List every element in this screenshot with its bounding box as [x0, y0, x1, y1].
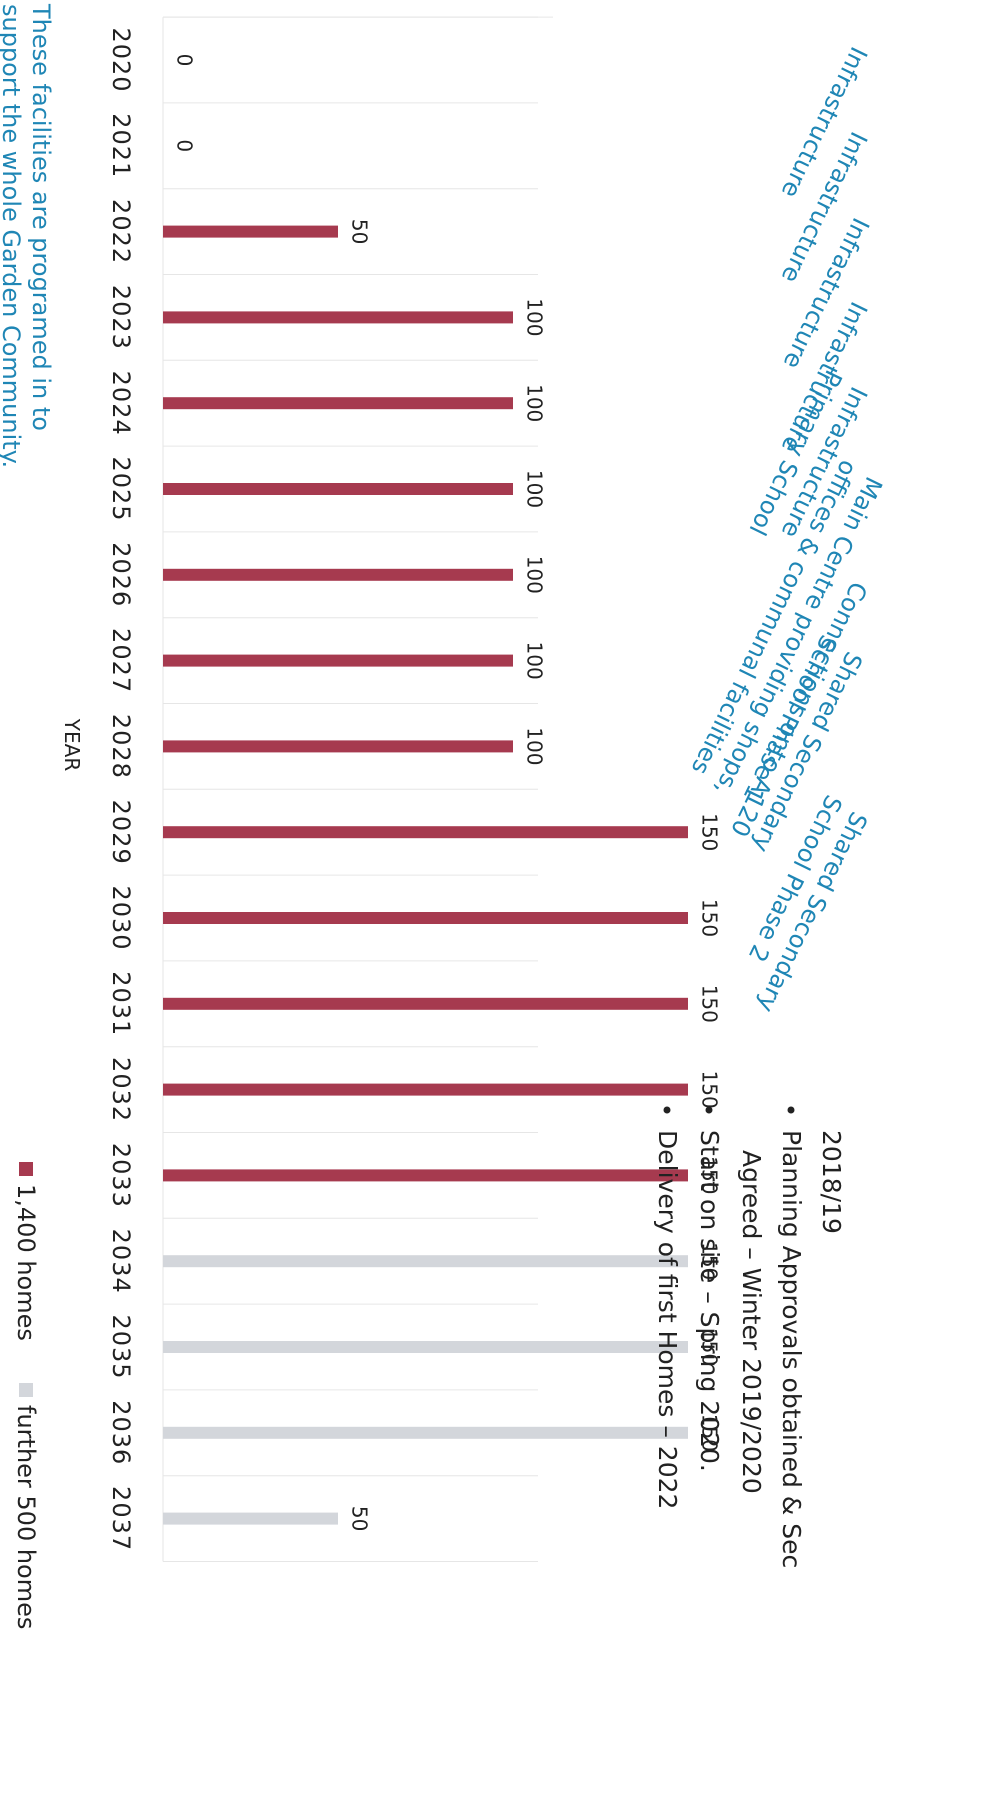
note-line: support the whole Garden Community. [0, 4, 25, 468]
note-line: These facilities are programed in to [27, 3, 55, 431]
bar-2037 [163, 1512, 338, 1525]
facility-annotations: InfrastructureInfrastructureInfrastructu… [686, 42, 888, 1016]
bar-2035 [163, 1341, 688, 1353]
value-label-2020: 0 [173, 54, 197, 67]
value-label-2036: 150 [698, 1414, 722, 1452]
x-tick-label: 2032 [107, 1057, 135, 1122]
legend-swatch [19, 1383, 33, 1397]
x-tick-label: 2036 [107, 1400, 135, 1465]
value-label-2032: 150 [698, 1071, 722, 1109]
x-tick-label: 2025 [107, 456, 135, 521]
x-tick-label: 2021 [107, 113, 135, 178]
value-label-2029: 150 [698, 813, 722, 851]
value-labels: 0 0 50 100 100 100 100 100 100 150 150 150 150 150 150… [173, 54, 722, 1532]
bar-2028 [163, 740, 513, 753]
x-tick-label: 2026 [107, 542, 135, 607]
milestone-item: Agreed – Winter 2019/2020 [737, 1150, 766, 1494]
value-label-2027: 100 [523, 642, 547, 680]
legend-label: further 500 homes [12, 1405, 40, 1629]
value-label-2022: 50 [348, 219, 372, 244]
x-tick-label: 2037 [107, 1486, 135, 1551]
x-tick-label: 2031 [107, 971, 135, 1036]
legend-swatch [19, 1162, 33, 1176]
value-label-2037: 50 [348, 1506, 372, 1531]
bar-2025 [163, 483, 513, 495]
bars [163, 225, 688, 1525]
milestones-heading: 2018/19 [817, 1130, 846, 1234]
milestones-list: 2018/19 Planning Approvals obtained & Se… [653, 1106, 846, 1568]
x-tick-label: 2030 [107, 885, 135, 950]
bar-2027 [163, 654, 513, 667]
x-tick-label: 2033 [107, 1143, 135, 1208]
facilities-note: These facilities are programed in tosupp… [0, 3, 55, 468]
x-tick-label: 2024 [107, 371, 135, 436]
x-tick-label: 2027 [107, 628, 135, 693]
bar-2030 [163, 912, 688, 924]
x-tick-label: 2034 [107, 1229, 135, 1294]
value-label-2028: 100 [523, 727, 547, 765]
bar-2032 [163, 1083, 688, 1096]
x-axis-title: YEAR [60, 718, 84, 772]
x-tick-label: 2023 [107, 285, 135, 350]
x-tick-label: 2020 [107, 27, 135, 92]
milestone-item: Delivery of first Homes – 2022 [653, 1130, 682, 1509]
bullet-point [663, 1106, 671, 1114]
bar-2033 [163, 1169, 688, 1182]
value-label-2031: 150 [698, 985, 722, 1023]
bullet-point [787, 1106, 795, 1114]
legend: 1,400 homes further 500 homes [12, 1162, 40, 1629]
x-tick-label: 2029 [107, 800, 135, 865]
bar-2024 [163, 397, 513, 410]
value-label-2026: 100 [523, 556, 547, 594]
bar-2023 [163, 311, 513, 324]
x-tick-label: 2028 [107, 714, 135, 779]
value-label-2021: 0 [173, 139, 197, 152]
value-label-2024: 100 [523, 384, 547, 422]
x-tick-label: 2022 [107, 199, 135, 264]
value-label-2034: 150 [698, 1242, 722, 1280]
legend-label: 1,400 homes [12, 1184, 40, 1341]
x-tick-label: 2035 [107, 1314, 135, 1379]
bar-2026 [163, 568, 513, 581]
bar-2036 [163, 1426, 688, 1439]
milestone-item: Start on site – Spring 2020. [695, 1130, 724, 1472]
bar-2029 [163, 826, 688, 839]
value-label-2035: 150 [698, 1328, 722, 1366]
bullet-point [705, 1106, 713, 1114]
x-axis-ticks: 2020 2021 2022 2023 2024 2025 2026 2027 2028 2029… [107, 27, 135, 1551]
bar-2022 [163, 225, 338, 238]
bar-2031 [163, 997, 688, 1010]
value-label-2030: 150 [698, 899, 722, 937]
value-label-2025: 100 [523, 470, 547, 508]
milestone-item: Planning Approvals obtained & Sec [777, 1130, 806, 1568]
value-label-2033: 150 [698, 1156, 722, 1194]
value-label-2023: 100 [523, 298, 547, 336]
bar-2034 [163, 1255, 688, 1268]
gridlines [162, 16, 553, 1562]
